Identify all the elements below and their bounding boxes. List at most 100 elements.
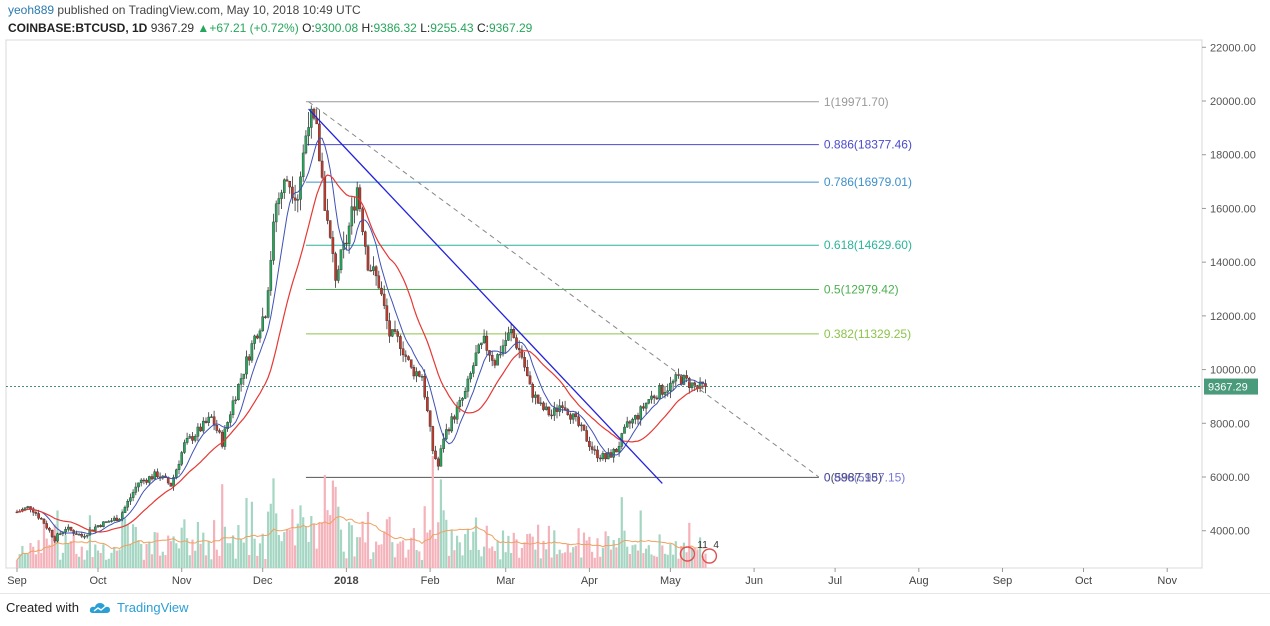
candle-body <box>285 179 289 182</box>
volume-bar <box>145 544 148 568</box>
volume-bar <box>34 554 37 568</box>
candle-body <box>526 367 529 376</box>
volume-bar <box>415 550 418 568</box>
candle-body <box>37 513 40 519</box>
volume-bar <box>264 558 267 568</box>
volume-bar <box>272 478 275 568</box>
candle-body <box>50 529 54 537</box>
candle-body <box>644 402 648 409</box>
volume-bar <box>491 546 494 568</box>
candle-body <box>547 406 551 416</box>
high-value: 9386.32 <box>373 21 417 35</box>
volume-bar <box>240 539 243 568</box>
volume-bar <box>429 529 432 568</box>
volume-bar <box>439 479 442 568</box>
dashed-fib-trend-line <box>308 101 820 478</box>
volume-bar <box>366 511 370 568</box>
candle-body <box>204 420 208 423</box>
candle-body <box>536 394 540 404</box>
downtrend-line <box>308 108 663 484</box>
volume-bar <box>258 543 262 568</box>
candle-body <box>639 406 642 420</box>
low-label: L: <box>420 21 431 35</box>
volume-bar <box>383 531 386 568</box>
published-text: published on TradingView.com, May 10, 20… <box>57 3 361 17</box>
tradingview-cloud-icon <box>89 602 110 613</box>
candle-body <box>585 430 588 442</box>
volume-bar <box>312 523 316 568</box>
candle-body <box>56 533 59 542</box>
candle-body <box>520 349 524 358</box>
candle-body <box>26 506 30 508</box>
volume-bar <box>453 550 456 568</box>
footer-divider <box>0 593 1270 594</box>
volume-bar <box>83 559 86 568</box>
candle-body <box>123 506 127 513</box>
low-value: 9255.43 <box>430 21 474 35</box>
candle-body <box>239 378 243 385</box>
candle-body <box>218 430 221 433</box>
volume-bar <box>207 541 210 568</box>
volume-bar <box>593 557 596 568</box>
price-axis[interactable]: 22000.00 20000.00 18000.00 16000.00 14000.00… <box>1202 42 1258 538</box>
candle-body <box>358 187 362 209</box>
candle-body <box>199 426 202 432</box>
trend-lines[interactable]: 11 4 <box>6 101 1202 564</box>
candle-body <box>663 392 667 395</box>
candle-body <box>201 420 205 432</box>
x-tick-label: Apr <box>581 575 598 587</box>
candle-body <box>307 127 310 137</box>
slow-moving-average <box>16 174 706 533</box>
last-price: 9367.29 <box>150 21 195 35</box>
candle-body <box>382 293 386 306</box>
candle-body <box>320 160 324 178</box>
candle-body <box>601 453 605 459</box>
candle-body <box>455 406 459 420</box>
volume-bar <box>375 541 378 568</box>
candle-body <box>156 471 159 478</box>
volume-bar <box>596 538 599 568</box>
publisher-username[interactable]: yeoh889 <box>8 3 55 17</box>
candle-body <box>331 237 335 254</box>
volume-bar <box>277 535 280 568</box>
candle-body <box>291 186 294 199</box>
volume-bar <box>620 497 623 568</box>
volume-bar <box>696 549 699 568</box>
volume-bar <box>402 540 405 568</box>
volume-bar <box>682 542 685 568</box>
candle-body <box>237 383 240 401</box>
volume-bar <box>607 536 610 568</box>
volume-bar <box>210 559 213 568</box>
candle-body <box>636 415 640 420</box>
candle-body <box>372 266 375 271</box>
volume-bar <box>199 543 202 568</box>
candle-body <box>550 414 553 417</box>
candle-body <box>534 394 537 398</box>
fibonacci-retracement[interactable]: 1(19971.70) 0.886(18377.46) 0.786(16979.01… <box>305 95 912 485</box>
volume-bar <box>121 509 124 568</box>
volume-bar <box>221 484 224 568</box>
volume-bar <box>18 554 21 568</box>
candle-body <box>180 452 184 465</box>
time-axis[interactable]: Sep Oct Nov Dec 2018 Feb Mar Apr May Jun Jul Aug Sep… <box>7 568 1177 587</box>
volume-bar <box>496 541 499 568</box>
candle-body <box>112 517 116 521</box>
symbol-label: COINBASE:BTCUSD, 1D <box>8 21 148 35</box>
candle-body <box>523 357 526 368</box>
candle-body <box>256 335 259 339</box>
candle-body <box>369 270 373 272</box>
volume-bar <box>250 501 253 568</box>
volume-bar <box>483 546 486 568</box>
volume-bar <box>507 535 510 568</box>
volume-bar <box>520 548 523 568</box>
x-tick-label: Feb <box>421 575 440 587</box>
volume-bar <box>51 534 54 568</box>
volume-bar <box>431 456 434 568</box>
volume-bar <box>418 551 421 568</box>
candle-body <box>399 336 402 349</box>
volume-bar <box>45 538 48 568</box>
candle-body <box>126 501 129 508</box>
volume-bar <box>542 540 545 568</box>
tradingview-brand[interactable]: TradingView <box>85 600 189 615</box>
